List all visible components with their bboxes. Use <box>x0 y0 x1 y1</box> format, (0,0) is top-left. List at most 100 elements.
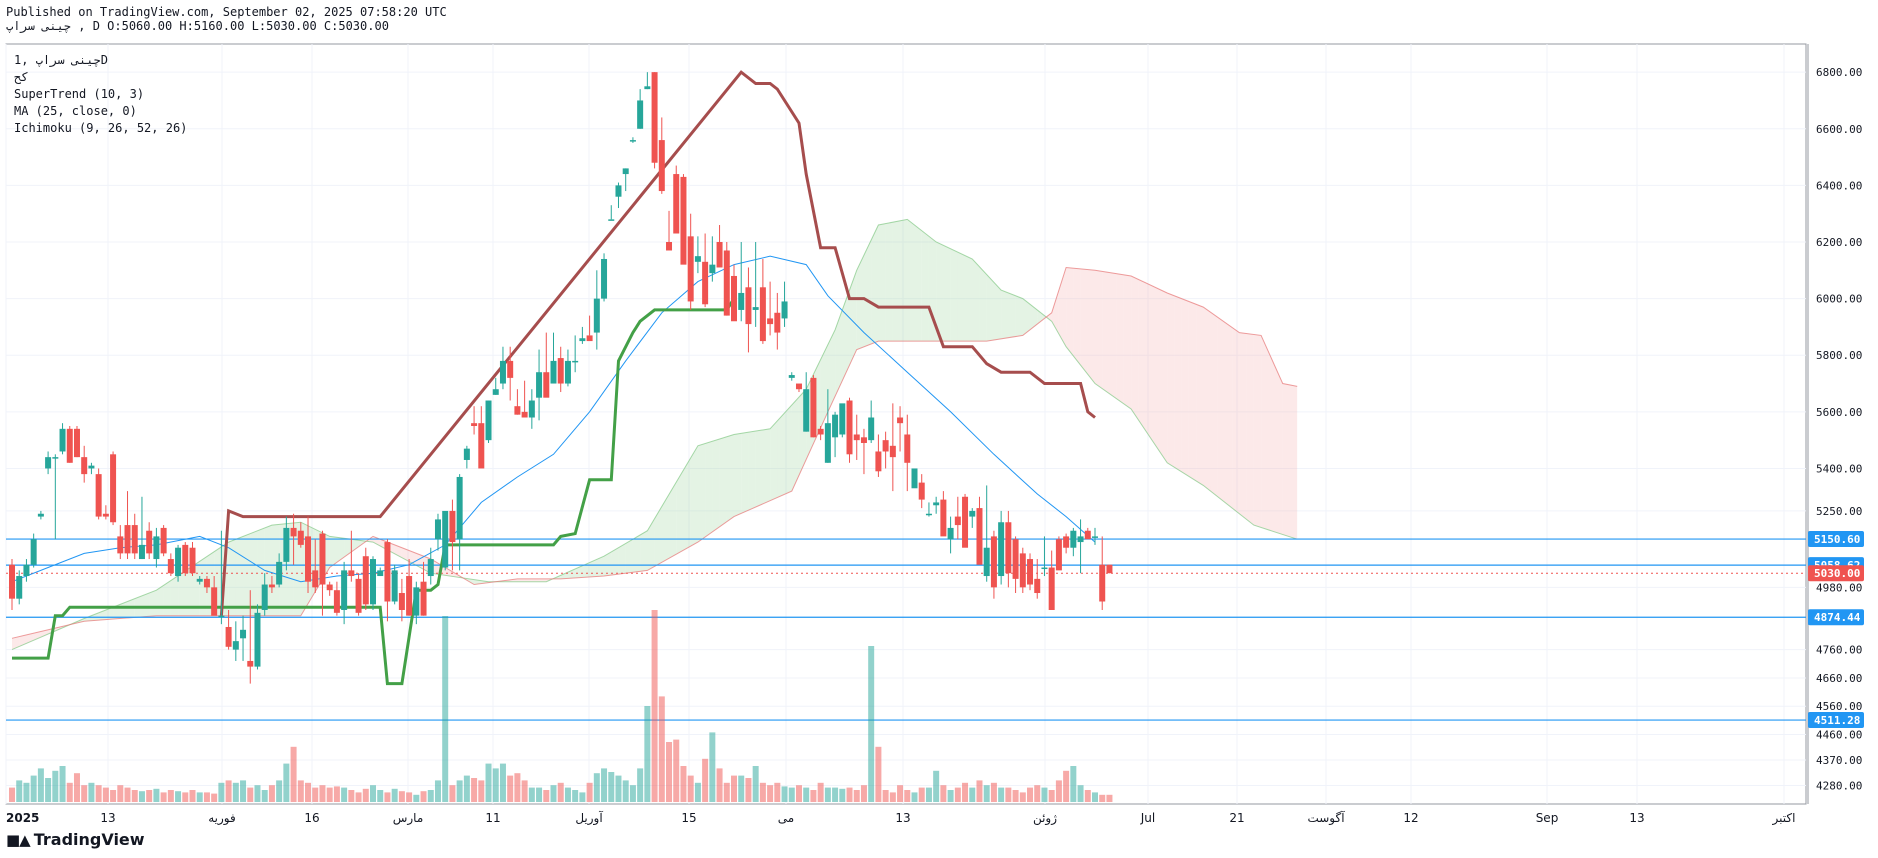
y-tick-label: 4760.00 <box>1816 644 1862 657</box>
volume-bar <box>716 768 723 802</box>
volume-bar <box>326 787 333 802</box>
candle-body <box>940 499 947 537</box>
volume-bar <box>131 790 138 802</box>
ichimoku-cloud-segment <box>351 539 359 552</box>
candle-body <box>175 547 182 577</box>
volume-bar <box>622 780 629 802</box>
ichimoku-cloud-segment <box>986 274 994 342</box>
ichimoku-cloud-segment <box>170 575 179 616</box>
volume-bar <box>175 791 182 802</box>
candle-body <box>52 457 59 459</box>
candle-body <box>781 301 788 319</box>
ichimoku-cloud-segment <box>1224 322 1233 509</box>
ichimoku-cloud-segment <box>734 433 742 517</box>
volume-bar <box>889 792 896 802</box>
candle-body <box>680 176 687 265</box>
ichimoku-cloud-segment <box>770 420 778 501</box>
x-tick-label: ژوئن <box>1033 811 1057 826</box>
volume-bar <box>860 785 867 802</box>
volume-bar <box>940 785 947 802</box>
candle-body <box>102 513 109 517</box>
y-tick-label: 4660.00 <box>1816 672 1862 685</box>
candle-body <box>355 578 362 613</box>
volume-bar <box>485 763 492 802</box>
candle-body <box>601 258 608 299</box>
publish-header: Published on TradingView.com, September … <box>6 5 447 19</box>
ichimoku-cloud-segment <box>199 556 207 616</box>
ichimoku-cloud-segment <box>604 551 612 577</box>
volume-bar <box>615 775 622 802</box>
volume-bar <box>629 785 636 802</box>
volume-bar <box>463 775 470 802</box>
ichimoku-cloud-segment <box>777 412 785 498</box>
volume-bar <box>218 782 225 802</box>
volume-bar <box>312 787 319 802</box>
volume-bar <box>962 782 969 802</box>
candle-body <box>853 434 860 441</box>
candle-body <box>860 437 867 443</box>
ichimoku-cloud-segment <box>1022 298 1031 336</box>
candle-body <box>66 428 73 463</box>
candle-body <box>709 264 716 274</box>
candle-body <box>788 375 795 378</box>
candle-body <box>471 423 478 426</box>
ichimoku-cloud-segment <box>993 282 1002 340</box>
candle-body <box>969 510 976 517</box>
tradingview-brand[interactable]: ■▲ TradingView <box>6 830 145 849</box>
volume-bar <box>434 780 441 802</box>
candle-body <box>622 168 629 175</box>
candle-body <box>254 612 261 667</box>
volume-bar <box>904 790 911 802</box>
volume-bar <box>232 782 239 802</box>
candle-body <box>370 559 376 605</box>
candle-body <box>918 482 925 500</box>
volume-bar <box>1005 787 1012 802</box>
x-tick-label: آوریل <box>575 810 603 826</box>
candle-body <box>521 411 528 418</box>
volume-bar <box>341 787 348 802</box>
volume-bar <box>853 790 860 802</box>
ichimoku-cloud-segment <box>1268 351 1276 533</box>
ichimoku-cloud-segment <box>531 578 540 582</box>
volume-bar <box>377 790 384 802</box>
volume-bar <box>211 793 218 802</box>
volume-bar <box>355 792 362 802</box>
volume-bar <box>507 775 514 802</box>
indicator-supertrend[interactable]: SuperTrend (10, 3) <box>14 87 145 101</box>
volume-bar <box>947 790 954 802</box>
candle-body <box>434 519 441 540</box>
ichimoku-cloud-segment <box>705 441 713 537</box>
y-tick-label: 6600.00 <box>1816 123 1862 136</box>
ichimoku-cloud-segment <box>748 431 756 511</box>
volume-bar <box>52 770 59 802</box>
candle-body <box>276 561 283 585</box>
volume-bar <box>673 739 680 802</box>
indicator-ichimoku[interactable]: Ichimoku (9, 26, 52, 26) <box>14 121 188 135</box>
candle-body <box>218 615 225 618</box>
ichimoku-cloud-segment <box>1008 292 1016 338</box>
volume-bar <box>16 780 23 802</box>
supertrend-up-line <box>12 297 736 686</box>
volume-bar <box>644 706 651 802</box>
volume-bar <box>384 792 391 802</box>
candle-body <box>608 219 615 221</box>
ichimoku-cloud-segment <box>33 631 41 641</box>
ichimoku-cloud-segment <box>784 405 792 495</box>
volume-bar <box>456 780 463 802</box>
volume-bar <box>601 768 608 802</box>
symbol-label[interactable]: چینی سراپ ,1D <box>14 53 108 67</box>
ichimoku-cloud-segment <box>271 524 280 616</box>
candle-body <box>904 434 911 463</box>
volume-bar <box>687 775 694 802</box>
ichimoku-cloud-segment <box>762 428 771 504</box>
ichimoku-cloud-segment <box>178 570 186 616</box>
ichimoku-cloud-segment <box>149 590 157 617</box>
indicator-ma[interactable]: MA (25, close, 0) <box>14 104 137 118</box>
y-tick-label: 6000.00 <box>1816 293 1862 306</box>
volume-bar <box>1084 790 1091 802</box>
candle-body <box>23 564 30 577</box>
volume-bar <box>138 791 145 802</box>
ichimoku-cloud-segment <box>661 494 670 563</box>
candle-body <box>889 445 896 458</box>
